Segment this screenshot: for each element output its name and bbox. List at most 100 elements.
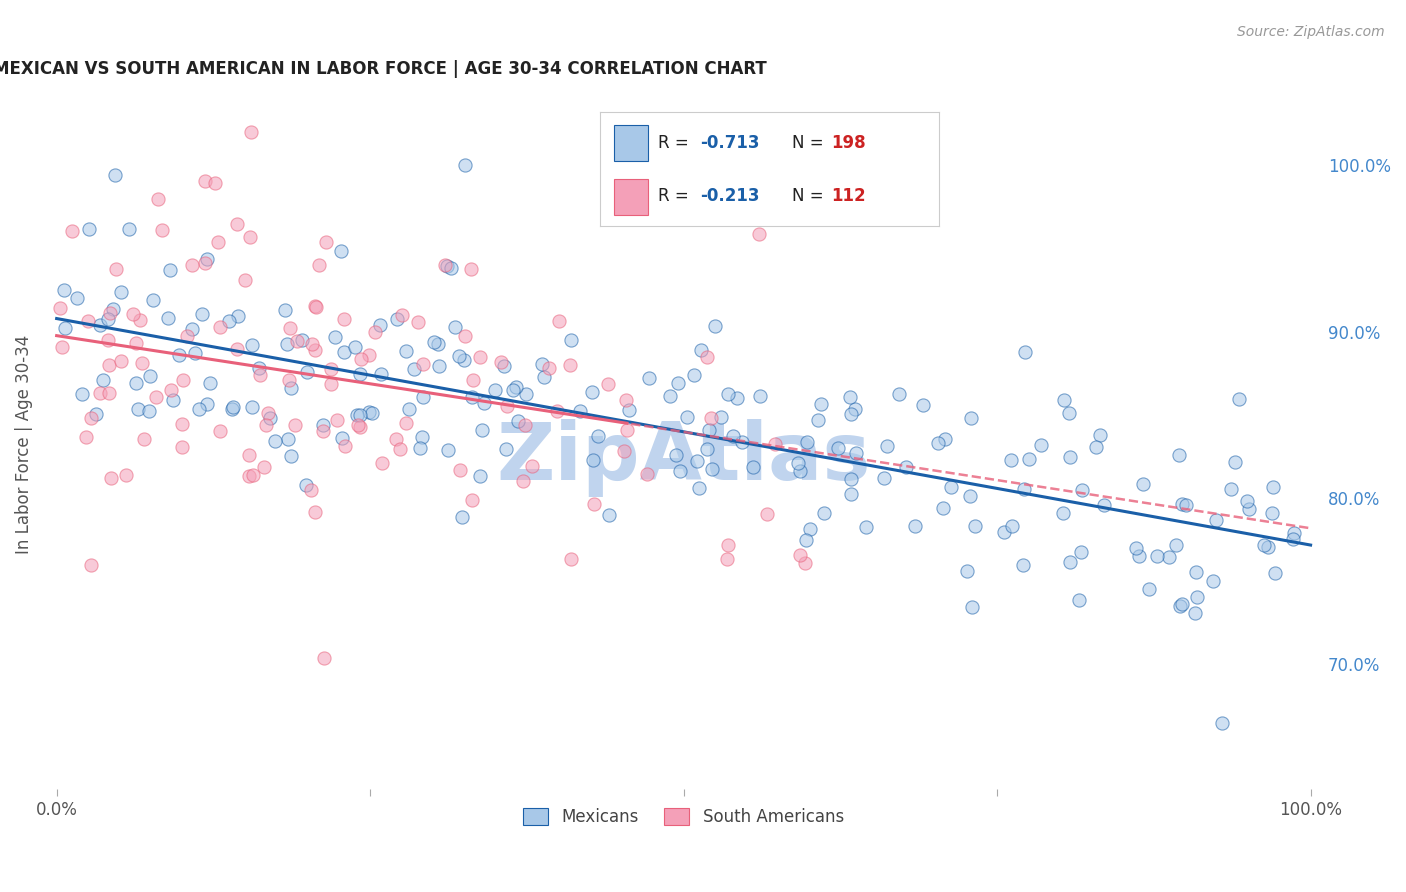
Point xyxy=(398,401,420,416)
Point xyxy=(146,192,169,206)
Point xyxy=(1168,599,1191,613)
Point xyxy=(721,429,744,443)
Point xyxy=(402,361,425,376)
Point xyxy=(277,373,299,387)
Point xyxy=(1170,598,1192,612)
Point xyxy=(204,177,226,191)
Point xyxy=(1070,545,1092,559)
Point xyxy=(451,509,474,524)
Point xyxy=(142,293,165,307)
Point xyxy=(53,320,76,334)
Point xyxy=(221,402,243,417)
Point xyxy=(756,507,779,521)
Point xyxy=(329,244,352,258)
Point xyxy=(1159,550,1181,565)
Point xyxy=(1256,540,1278,554)
Point xyxy=(560,552,582,566)
Point xyxy=(100,471,122,485)
Point xyxy=(1220,483,1243,497)
Point xyxy=(1184,607,1206,621)
Point xyxy=(187,401,209,416)
Point xyxy=(121,307,143,321)
Point xyxy=(195,252,218,267)
Point xyxy=(412,357,434,371)
Point xyxy=(364,325,387,339)
Point xyxy=(1052,507,1074,521)
Point xyxy=(60,224,83,238)
Point xyxy=(91,373,114,387)
Point xyxy=(239,125,262,139)
Point xyxy=(1261,506,1284,520)
Point xyxy=(291,334,314,348)
Point xyxy=(150,223,173,237)
Point xyxy=(533,370,555,384)
Point xyxy=(1128,549,1150,564)
Point xyxy=(1090,428,1112,442)
Point xyxy=(159,263,181,277)
Point xyxy=(717,386,740,401)
Point xyxy=(138,404,160,418)
Point xyxy=(84,407,107,421)
Point xyxy=(326,413,349,427)
Point xyxy=(688,481,710,495)
Point xyxy=(876,439,898,453)
Point xyxy=(659,389,682,403)
Point xyxy=(492,359,515,373)
Point xyxy=(242,468,264,483)
Point xyxy=(218,314,240,328)
Text: ZipAtlas: ZipAtlas xyxy=(496,418,870,497)
Point xyxy=(226,342,249,356)
Point xyxy=(332,431,354,445)
Point xyxy=(515,387,537,401)
Point xyxy=(427,359,450,373)
Point xyxy=(703,318,725,333)
Point xyxy=(468,350,491,364)
Point xyxy=(502,383,524,397)
Point xyxy=(412,390,434,404)
Point xyxy=(1092,498,1115,512)
Point xyxy=(547,314,569,328)
Point xyxy=(1059,556,1081,570)
Point xyxy=(191,307,214,321)
Point xyxy=(896,460,918,475)
Point xyxy=(361,406,384,420)
Point xyxy=(1167,448,1189,462)
Point xyxy=(927,435,949,450)
Point xyxy=(134,432,156,446)
Point xyxy=(807,413,830,427)
Point xyxy=(716,537,738,551)
Point xyxy=(683,368,706,382)
Point xyxy=(89,385,111,400)
Point xyxy=(257,406,280,420)
Point xyxy=(1264,566,1286,580)
Point xyxy=(789,549,811,563)
Point xyxy=(436,259,458,273)
Point xyxy=(156,310,179,325)
Point xyxy=(240,400,263,414)
Point xyxy=(1282,525,1305,540)
Point xyxy=(159,384,181,398)
Point xyxy=(349,409,371,423)
Point xyxy=(114,468,136,483)
Text: MEXICAN VS SOUTH AMERICAN IN LABOR FORCE | AGE 30-34 CORRELATION CHART: MEXICAN VS SOUTH AMERICAN IN LABOR FORCE… xyxy=(0,60,766,78)
Point xyxy=(385,311,408,326)
Point xyxy=(1084,440,1107,454)
Point xyxy=(1014,345,1036,359)
Point xyxy=(127,402,149,417)
Point xyxy=(145,390,167,404)
Point xyxy=(569,404,592,418)
Point xyxy=(75,430,97,444)
Point xyxy=(172,417,194,431)
Point xyxy=(1211,715,1233,730)
Point xyxy=(440,260,463,275)
Point xyxy=(1237,502,1260,516)
Point xyxy=(637,371,659,385)
Point xyxy=(741,459,763,474)
Point xyxy=(676,410,699,425)
Y-axis label: In Labor Force | Age 30-34: In Labor Force | Age 30-34 xyxy=(15,334,32,554)
Point xyxy=(299,483,322,497)
Point xyxy=(222,400,245,414)
Point xyxy=(125,376,148,391)
Point xyxy=(873,471,896,485)
Point xyxy=(172,373,194,387)
